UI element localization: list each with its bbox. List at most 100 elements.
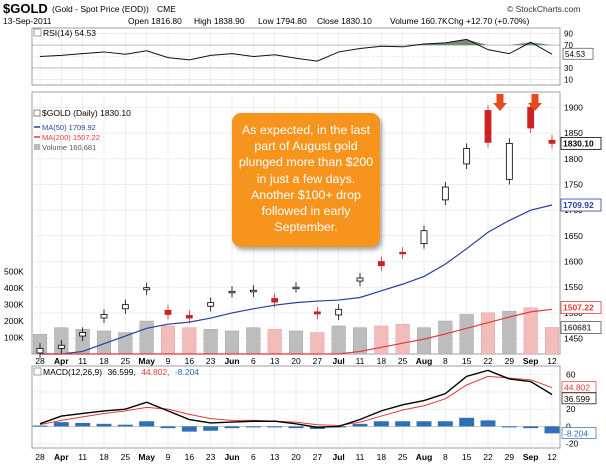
candle-body [441, 186, 449, 201]
legend-volume: Volume 160,681 [42, 143, 96, 152]
ticker-symbol: $GOLD [3, 1, 48, 16]
macd-histogram-bar [32, 425, 48, 427]
x-tick-label: 22 [483, 452, 493, 462]
ma200-value-label: 1507.22 [563, 303, 594, 313]
x-tick-label: 8 [443, 452, 448, 462]
x-tick-label: 28 [35, 356, 45, 366]
macd-histogram-bar [437, 421, 453, 427]
x-tick-label: 25 [121, 452, 131, 462]
macd-histogram-bar [181, 426, 197, 432]
last-price-label-box [560, 136, 602, 150]
x-tick-label: 18 [377, 356, 387, 366]
low-value: Low 1794.80 [258, 16, 307, 26]
macd-histogram-bar [224, 426, 240, 429]
macd-hist-value-label: -8.204 [564, 428, 588, 438]
axis-ticks: 28 28 Apr Apr 11 11 18 18 25 25 May May 9 9 16 16 23 23 Ju… [4, 30, 602, 462]
macd-histogram-bar [203, 426, 219, 431]
x-tick-label: 6 [251, 452, 256, 462]
volume-tick-label: 200K [4, 316, 24, 326]
x-tick-label: 15 [462, 452, 472, 462]
ma200-value-label-box [560, 301, 602, 315]
macd-histogram-bar [373, 421, 389, 427]
x-tick-label: 11 [356, 452, 365, 462]
legend-ma200: MA(200) 1507.22 [42, 133, 100, 142]
volume-bar [331, 325, 346, 355]
volume-bar [203, 329, 218, 355]
x-tick-label: 16 [185, 356, 195, 366]
candle-body [79, 332, 87, 337]
volume-bar [480, 312, 496, 355]
macd-tick-label: 20 [566, 404, 576, 414]
rsi-tick-label: 70 [564, 41, 573, 50]
rsi-label: RSI(14) 54.53 [43, 28, 96, 38]
candle-body [399, 251, 407, 255]
x-tick-label: Apr [54, 452, 69, 462]
price-tick-label: 1750 [564, 179, 583, 189]
macd-histogram-bar [459, 417, 475, 427]
price-tick-label: 1550 [564, 282, 583, 292]
candle-body [228, 290, 236, 294]
macd-signal-line [39, 375, 553, 427]
stockcharts-watermark: © StockCharts.com [507, 4, 581, 14]
close-value: Close 1830.10 [317, 16, 372, 26]
x-tick-label: Jun [224, 356, 239, 366]
ma200-line [40, 308, 553, 355]
signal-value: 44.802, [141, 367, 169, 377]
macd-histogram-bar [245, 426, 261, 428]
price-tick-label: 1450 [564, 334, 583, 344]
volume-bar [267, 329, 282, 355]
macd-series [32, 369, 560, 434]
exchange-label: CME [157, 4, 176, 14]
last-price-label: 1830.10 [563, 138, 594, 148]
volume-bar [160, 325, 176, 355]
x-tick-label: Sep [523, 452, 539, 462]
x-tick-label: 12 [547, 452, 557, 462]
x-tick-label: 12 [547, 356, 557, 366]
down-arrow-icon [493, 94, 507, 111]
macd-histogram-bar [501, 426, 517, 428]
candle-body [527, 107, 535, 129]
ma50-value-label-box [560, 198, 602, 212]
rsi-tick-label: 30 [564, 64, 573, 73]
macd-histogram-bar [139, 421, 155, 427]
candle-body [335, 308, 343, 316]
ticker-description: (Gold - Spot Price (EOD)) [52, 4, 149, 14]
macd-tick-label: -20 [566, 439, 579, 449]
macd-histogram-bar [96, 423, 112, 427]
x-tick-label: 9 [166, 452, 171, 462]
rsi-series [39, 38, 553, 62]
candle-body [271, 298, 279, 303]
macd-value-label: 36.599 [564, 394, 590, 404]
change-value: Chg +12.70 (+0.70%) [448, 16, 530, 26]
x-tick-label: 20 [291, 356, 301, 366]
volume-bar [438, 320, 453, 355]
x-tick-label: 20 [291, 452, 301, 462]
volume-bar [224, 330, 240, 355]
annotation-callout: As expected, in the last part of August … [232, 113, 380, 247]
candle-body [207, 302, 215, 307]
macd-histogram-bar [544, 426, 560, 434]
volume-bar [352, 327, 368, 355]
x-tick-label: 25 [398, 452, 408, 462]
legend-ma50: MA(50) 1709.92 [42, 123, 96, 132]
x-tick-label: 29 [505, 356, 515, 366]
down-arrow-icon [528, 94, 542, 111]
volume-tick-label: 400K [4, 283, 24, 293]
x-tick-label: 28 [35, 452, 45, 462]
volume-tick-label: 500K [4, 267, 24, 277]
volume-bar [139, 320, 154, 355]
candle-body [313, 311, 321, 315]
x-tick-label: 29 [505, 452, 515, 462]
volume-bar [459, 314, 474, 355]
volume-bar [416, 327, 432, 355]
rsi-tick-label: 90 [564, 30, 573, 39]
macd-value-label-box [561, 392, 597, 405]
candle-body [292, 286, 300, 290]
volume-value-label-box [560, 321, 602, 335]
x-tick-label: Apr [54, 356, 69, 366]
macd-line [39, 369, 553, 428]
candles [36, 102, 556, 359]
candle-body [505, 142, 513, 180]
